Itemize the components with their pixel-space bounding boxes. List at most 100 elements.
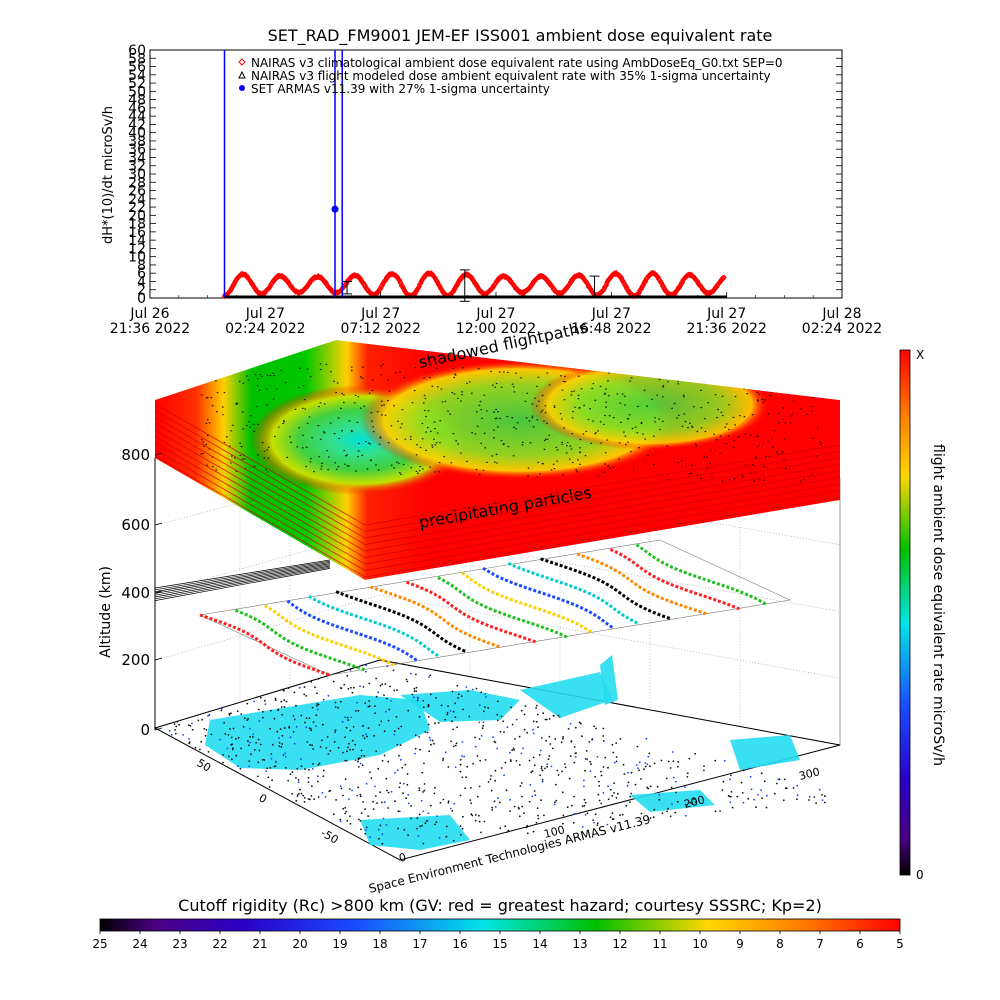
map-dot: [247, 740, 249, 742]
right-colorbar-gradient: [899, 349, 911, 876]
slab-track-dot: [416, 444, 418, 446]
slab-track-dot: [266, 449, 269, 451]
map-dot: [447, 705, 449, 707]
slab-track-dot: [604, 452, 607, 454]
map-dot: [782, 799, 785, 802]
slab-track-dot: [439, 420, 442, 422]
map-dot: [344, 716, 346, 719]
map-dot: [487, 781, 490, 783]
slab-track-dot: [203, 445, 205, 447]
slab-track-dot: [418, 470, 421, 472]
map-dot: [399, 782, 402, 784]
slab-track-dot: [381, 400, 383, 402]
slab-track-dot: [350, 366, 353, 368]
y-tick-label: 40: [128, 126, 146, 142]
slab-track-dot: [368, 392, 371, 394]
slab-track-dot: [499, 417, 501, 419]
slab-track-dot: [397, 462, 400, 464]
map-dot: [235, 754, 238, 757]
slab-track-dot: [662, 396, 664, 398]
map-dot: [474, 819, 477, 822]
map-dot: [504, 761, 507, 764]
map-dot: [341, 720, 344, 723]
ocean-region: [360, 815, 470, 850]
map-dot: [496, 713, 499, 716]
slab-track-dot: [453, 393, 456, 395]
map-dot: [396, 743, 399, 746]
map-dot: [540, 737, 543, 739]
map-dot: [342, 807, 345, 810]
map-dot: [317, 703, 320, 706]
y-tick-label: 16: [128, 225, 146, 241]
slab-track-dot: [375, 464, 377, 466]
slab-track-dot: [739, 415, 741, 417]
slab-track-dot: [404, 438, 407, 440]
map-dot: [596, 824, 599, 826]
map-dot: [761, 797, 763, 800]
map-dot: [375, 677, 377, 680]
map-dot: [500, 715, 503, 718]
map-dot: [307, 777, 310, 779]
slab-track-dot: [402, 463, 405, 466]
map-dot: [315, 725, 317, 727]
series-nairas-climatological: [221, 269, 727, 300]
map-dot: [570, 740, 573, 743]
map-dot: [375, 695, 378, 698]
map-dot: [415, 673, 417, 676]
map-dot: [674, 811, 677, 814]
slab-track-dot: [206, 464, 208, 466]
map-dot: [407, 793, 410, 796]
map-dot: [418, 787, 421, 789]
slab-track-dot: [449, 413, 451, 415]
map-dot: [468, 715, 471, 718]
slab-track-dot: [414, 366, 416, 369]
slab-track-dot: [527, 467, 530, 469]
slab-track-dot: [799, 375, 802, 377]
map-dot: [398, 810, 401, 813]
map-dot: [604, 756, 607, 759]
map-dot: [640, 778, 642, 780]
map-dot: [287, 687, 290, 689]
map-dot: [334, 701, 337, 704]
slab-track-dot: [306, 422, 309, 424]
map-dot: [379, 791, 382, 794]
map-dot: [378, 724, 381, 726]
slab-track-dot: [471, 432, 473, 434]
map-dot: [528, 759, 531, 762]
map-dot: [568, 777, 571, 780]
map-dot: [362, 724, 365, 727]
slab-track-dot: [744, 433, 746, 435]
map-dot: [484, 693, 487, 695]
slab-track-dot: [302, 447, 304, 449]
y-tick-label: 52: [128, 76, 146, 92]
map-dot: [405, 797, 407, 800]
map-dot: [808, 795, 811, 798]
slab-track-dot: [756, 435, 758, 437]
map-dot: [175, 725, 178, 728]
map-dot: [383, 694, 385, 697]
map-dot: [305, 695, 307, 697]
slab-track-dot: [609, 467, 611, 469]
map-dot: [535, 720, 538, 723]
map-dot: [672, 776, 675, 779]
map-dot: [228, 713, 231, 715]
slab-track-dot: [493, 411, 495, 413]
map-dot: [405, 678, 408, 681]
map-dot: [365, 670, 367, 673]
slab-track-dot: [640, 421, 643, 424]
map-dot: [426, 731, 429, 734]
map-dot: [511, 749, 514, 752]
map-dot: [383, 801, 386, 804]
map-dot: [345, 726, 348, 729]
map-dot: [592, 819, 595, 821]
slab-track-dot: [719, 435, 722, 437]
slab-track-dot: [447, 410, 449, 412]
slab-track-dot: [330, 371, 332, 373]
map-dot: [311, 744, 313, 747]
map-dot: [611, 743, 614, 746]
map-dot: [536, 807, 539, 809]
slab-track-dot: [423, 394, 426, 397]
slab-track-dot: [372, 431, 375, 433]
map-dot: [539, 774, 541, 777]
